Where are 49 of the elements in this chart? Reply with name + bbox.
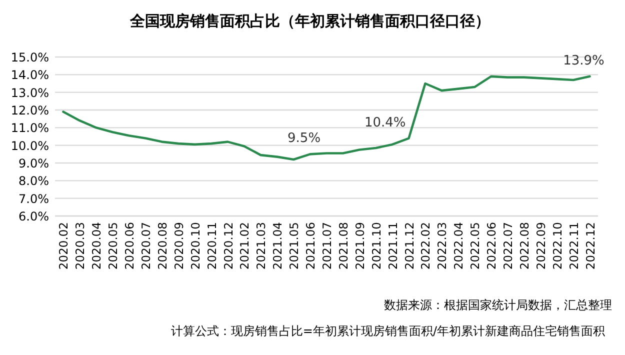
x-tick-label: 2022.08 [517,222,532,270]
x-tick-label: 2021.06 [304,222,318,270]
x-tick-label: 2022.06 [484,222,499,270]
x-tick-label: 2021.08 [336,222,350,270]
x-tick-label: 2020.09 [172,222,186,270]
y-tick-label: 12.0% [10,104,49,118]
x-tick-label: 2022.12 [583,222,598,270]
x-tick-label: 2020.07 [139,222,153,270]
x-tick-label: 2021.09 [352,222,367,270]
x-tick-label: 2020.05 [106,222,120,270]
y-tick-label: 7.0% [18,192,49,206]
x-tick-label: 2022.09 [534,222,548,270]
x-tick-label: 2021.05 [287,222,302,270]
x-tick-label: 2020.10 [188,222,202,270]
x-tick-label: 2020.11 [204,222,219,270]
x-tick-label: 2021.11 [386,222,400,270]
x-tick-label: 2020.12 [221,222,236,270]
data-label: 10.4% [364,115,406,130]
y-tick-label: 13.0% [10,86,49,100]
x-tick-label: 2022.02 [418,222,433,270]
x-tick-label: 2020.06 [122,222,137,270]
source-note: 数据来源：根据国家统计局数据，汇总整理 [384,298,612,312]
x-tick-label: 2022.11 [566,222,581,270]
x-tick-label: 2022.07 [501,222,515,270]
y-tick-label: 6.0% [18,210,49,224]
x-tick-label: 2022.03 [435,222,450,270]
y-tick-label: 10.0% [10,138,49,153]
x-tick-label: 2021.03 [254,222,268,270]
text: 计算公式：现房销售占比=年初累计现房销售面积/年初累计新建商品住宅销售面积 [170,324,605,338]
x-tick-label: 2021.04 [270,222,285,270]
x-tick-label: 2020.02 [56,222,71,270]
x-tick-label: 2020.04 [90,222,104,270]
x-tick-label: 2021.12 [402,222,416,270]
x-tick-label: 2022.04 [452,222,466,270]
x-tick-label: 2021.10 [369,222,384,270]
y-tick-label: 15.0% [10,50,49,64]
x-tick-label: 2021.07 [320,222,334,270]
data-label: 13.9% [563,53,604,68]
x-tick-label: 2020.03 [73,222,88,270]
y-tick-label: 8.0% [18,174,49,188]
title: 全国现房销售面积占比（年初累计销售面积口径口径） [130,12,490,30]
data-label: 9.5% [288,131,321,146]
y-tick-label: 11.0% [10,121,49,136]
x-tick-label: 2022.05 [468,222,482,270]
y-tick-label: 14.0% [10,68,49,82]
y-tick-label: 9.0% [18,156,49,170]
x-tick-label: 2022.10 [550,222,564,270]
x-tick-label: 2021.02 [238,222,252,270]
x-tick-label: 2020.08 [155,222,170,270]
